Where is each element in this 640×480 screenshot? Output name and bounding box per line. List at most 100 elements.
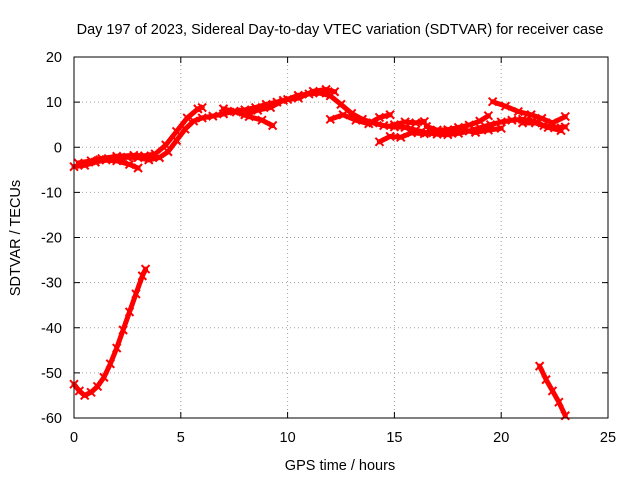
data-point: [124, 159, 135, 170]
data-point: [385, 110, 395, 120]
data-point: [475, 116, 485, 126]
data-point: [86, 156, 96, 166]
data-point: [188, 116, 199, 126]
data-point: [265, 102, 276, 113]
data-point: [374, 112, 385, 123]
data-point: [419, 129, 430, 139]
data-point: [197, 113, 207, 123]
y-tick-label: 10: [46, 95, 62, 111]
y-tick-label: -30: [41, 276, 62, 292]
x-tick-label: 20: [493, 430, 509, 446]
data-point: [137, 271, 148, 281]
y-tick-label: -40: [41, 321, 62, 337]
data-point: [517, 118, 528, 128]
data-point: [374, 137, 385, 147]
data-point: [139, 151, 150, 161]
data-point: [124, 307, 135, 317]
data-point: [507, 115, 517, 125]
data-point: [364, 119, 374, 129]
data-point: [421, 121, 432, 132]
series-main-band-e: [242, 87, 338, 118]
data-point: [321, 84, 331, 95]
data-point: [171, 126, 182, 137]
data-point: [379, 120, 389, 131]
y-tick-label: -20: [41, 231, 62, 247]
data-point: [534, 361, 545, 371]
data-point: [396, 132, 406, 143]
data-point: [513, 106, 523, 117]
data-point: [547, 386, 558, 396]
data-point: [240, 110, 250, 120]
x-tick-label: 15: [386, 430, 402, 446]
data-point: [556, 125, 566, 136]
data-point: [526, 110, 536, 120]
x-tick-label: 25: [600, 430, 616, 446]
data-point: [470, 127, 481, 138]
data-point: [218, 104, 229, 114]
data-point: [530, 118, 541, 128]
data-point: [105, 359, 116, 369]
series-main-band-h: [391, 119, 427, 128]
data-point: [400, 117, 410, 127]
data-point: [267, 120, 278, 131]
data-point: [99, 372, 109, 383]
data-point: [351, 115, 361, 125]
data-point: [140, 264, 151, 274]
data-point: [537, 113, 547, 124]
x-tick-label: 5: [177, 430, 185, 446]
data-point: [182, 113, 192, 123]
data-point: [329, 87, 340, 97]
x-axis-label: GPS time / hours: [285, 458, 395, 474]
data-point: [483, 125, 494, 135]
data-point: [79, 390, 90, 401]
grid: [74, 57, 608, 418]
ticks: [73, 56, 609, 419]
y-tick-label: -50: [41, 366, 62, 382]
data-point: [131, 289, 141, 299]
data-point: [197, 102, 207, 113]
data-point: [543, 122, 553, 133]
data-point: [161, 140, 171, 150]
data-point: [487, 96, 498, 107]
data-point: [94, 155, 105, 165]
data-point: [133, 163, 143, 173]
data-point: [541, 374, 551, 385]
data-point: [500, 101, 511, 111]
data-point: [257, 115, 267, 125]
chart-title: Day 197 of 2023, Sidereal Day-to-day VTE…: [77, 22, 604, 38]
series-main-band-k: [520, 120, 564, 134]
data-point: [252, 105, 263, 115]
data-point: [92, 381, 103, 392]
data-point: [112, 343, 122, 353]
data-point: [150, 149, 160, 159]
data-point: [336, 99, 346, 110]
tick-labels: 0 5 10 15 20 25 -60 -50 -40 -30 -20 -10 0 10 20: [41, 50, 616, 446]
data-point: [293, 93, 303, 103]
data-point: [112, 156, 122, 166]
data-point: [385, 131, 395, 142]
data-point: [443, 124, 453, 135]
data-point: [389, 119, 400, 130]
y-tick-label: 0: [54, 140, 62, 156]
x-tick-label: 10: [280, 430, 296, 446]
data-point: [554, 397, 564, 407]
data-point: [496, 123, 506, 134]
y-tick-label: -10: [41, 185, 62, 201]
data-point: [73, 158, 83, 168]
data-point: [208, 111, 218, 121]
y-axis-label: SDTVAR / TECUs: [8, 180, 24, 296]
data-point: [231, 107, 242, 117]
data-point: [118, 325, 128, 335]
data-point: [338, 110, 348, 120]
data-point: [163, 147, 173, 157]
data-point: [464, 120, 474, 130]
data-point: [560, 111, 570, 122]
y-tick-label: -60: [41, 411, 62, 427]
data-point: [432, 125, 442, 135]
data-point: [308, 86, 318, 97]
data-point: [453, 122, 464, 133]
data-point: [411, 118, 421, 128]
data-point: [278, 95, 289, 106]
